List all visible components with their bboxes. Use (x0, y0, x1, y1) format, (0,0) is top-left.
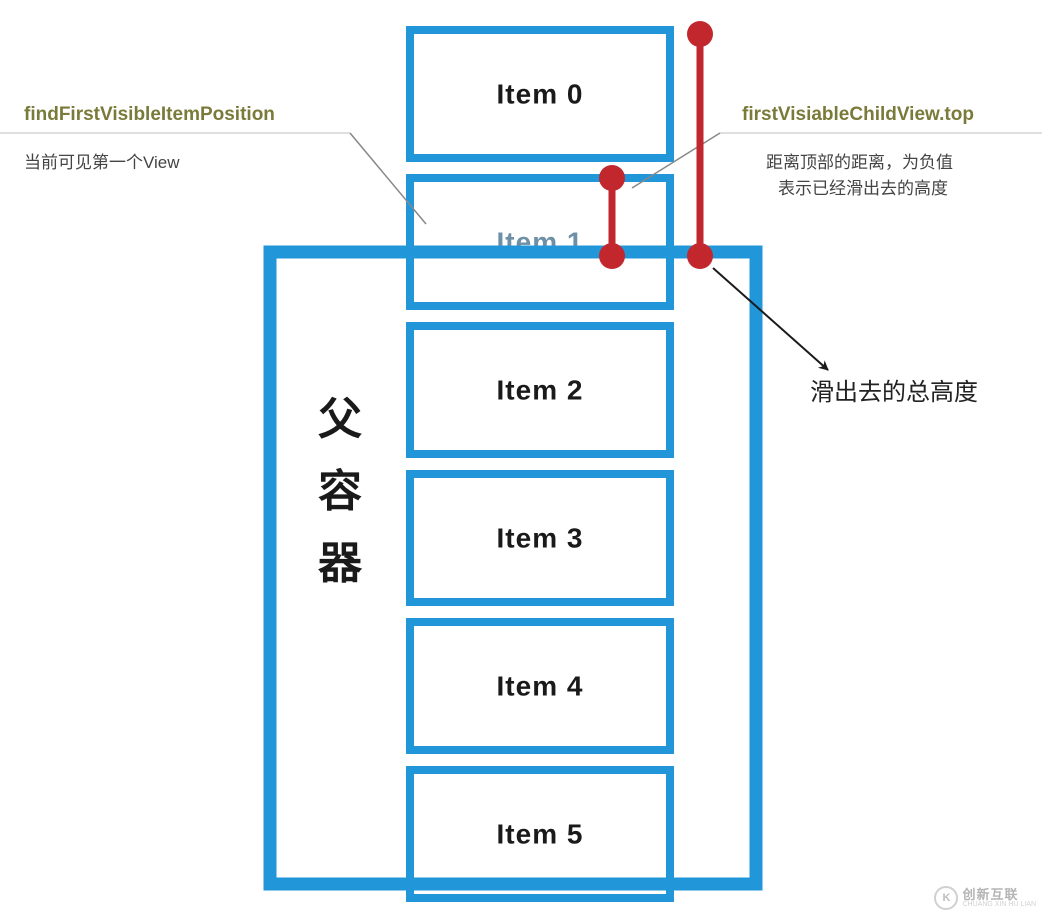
right-annotation-line1: 距离顶部的距离，为负值 (766, 153, 953, 172)
item-5-label: Item 5 (497, 818, 584, 849)
watermark-sub: CHUANG XIN HU LIAN (962, 901, 1036, 908)
red-dot-4 (687, 243, 713, 269)
diagram-canvas: Item 0Item 1Item 2Item 3Item 4Item 5 父容器… (0, 0, 1042, 916)
left-annotation-subtitle: 当前可见第一个View (24, 153, 180, 172)
left-annotation: findFirstVisibleItemPosition 当前可见第一个View (0, 104, 426, 224)
parent-label-char-0: 父 (318, 395, 362, 444)
red-dot-3 (687, 21, 713, 47)
left-annotation-title: findFirstVisibleItemPosition (24, 104, 275, 125)
item-2-label: Item 2 (497, 374, 584, 405)
item-0-label: Item 0 (497, 78, 584, 109)
scroll-total-arrow (713, 268, 828, 370)
right-annotation-line2: 表示已经滑出去的高度 (778, 179, 948, 198)
watermark-brand: 创新互联 (962, 888, 1036, 901)
items-group: Item 0Item 1Item 2Item 3Item 4Item 5 (410, 30, 670, 898)
parent-container-label: 父容器 (318, 395, 363, 588)
red-dot-1 (599, 165, 625, 191)
item-4-label: Item 4 (497, 670, 584, 701)
scroll-total-label: 滑出去的总高度 (810, 379, 978, 406)
item-3-label: Item 3 (497, 522, 584, 553)
right-annotation: firstVisiableChildView.top 距离顶部的距离，为负值 表… (632, 104, 1042, 198)
parent-label-char-2: 器 (318, 539, 363, 588)
parent-label-char-1: 容 (318, 467, 362, 516)
red-dot-2 (599, 243, 625, 269)
watermark-icon: K (934, 886, 958, 910)
right-annotation-title: firstVisiableChildView.top (742, 104, 974, 125)
watermark: K 创新互联 CHUANG XIN HU LIAN (934, 886, 1036, 910)
